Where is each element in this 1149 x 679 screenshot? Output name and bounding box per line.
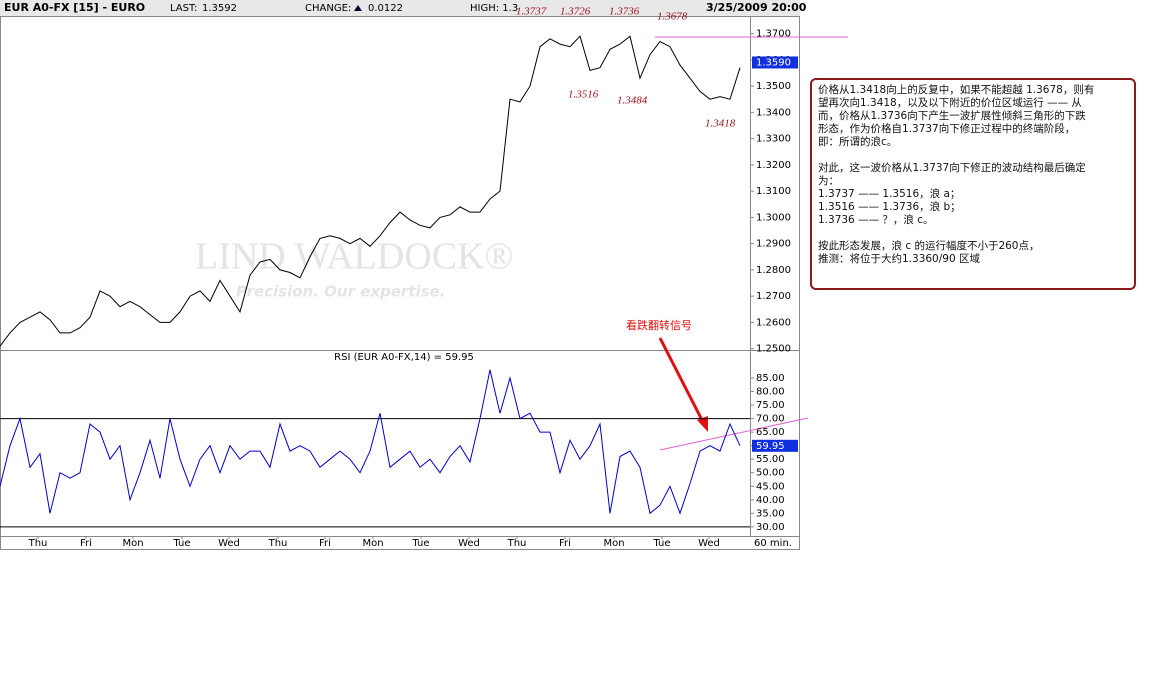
note-line: 对此，这一波价格从1.3737向下修正的波动结构最后确定 <box>818 162 1086 174</box>
note-line <box>818 227 1128 240</box>
signal-arrow <box>658 337 705 423</box>
up-arrow <box>354 5 362 11</box>
date: 3/25/2009 20:00 <box>706 1 807 14</box>
price-annotation: 1.3736 <box>609 6 640 18</box>
y-tick-label: 1.3700 <box>756 29 791 40</box>
note-line: 为： <box>818 175 839 187</box>
x-unit: 60 min. <box>754 538 792 549</box>
y-tick-label: 1.2700 <box>756 291 791 302</box>
x-tick-label: Mon <box>603 538 624 549</box>
note-line: 而，价格从1.3736向下产生一波扩展性倾斜三角形的下跌 <box>818 110 1086 122</box>
x-tick-label: Tue <box>652 538 670 549</box>
y-tick-label: 1.3500 <box>756 81 791 92</box>
x-tick-label: Thu <box>28 538 48 549</box>
series-line <box>0 35 741 347</box>
note-line: 1.3736 —— ？，浪 c。 <box>818 214 934 226</box>
y-tick-label: 1.3200 <box>756 160 791 171</box>
price-annotation: 1.3737 <box>516 6 547 18</box>
x-tick-label: Tue <box>411 538 429 549</box>
last-value-label: 59.95 <box>756 441 785 452</box>
note-line: 形态，作为价格自1.3737向下修正过程中的终端阶段， <box>818 123 1076 135</box>
note-box: 价格从1.3418向上的反复中，如果不能超越 1.3678，则有 望再次向1.34… <box>810 78 1136 290</box>
last: 1.3592 <box>202 3 237 14</box>
high-label: HIGH: 1.3 <box>470 3 518 14</box>
note-line <box>818 149 1128 162</box>
y-tick-label: 55.00 <box>756 454 785 465</box>
last-value-box <box>752 56 798 69</box>
rsi-title: RSI (EUR A0-FX,14) = 59.95 <box>334 352 474 363</box>
price-annotation: 1.3678 <box>657 11 688 23</box>
x-tick-label: Fri <box>80 538 92 549</box>
x-tick-label: Wed <box>458 538 480 549</box>
watermark-sub: Precision. Our expertise. <box>236 283 445 301</box>
x-tick-label: Wed <box>218 538 240 549</box>
note-line: 1.3737 —— 1.3516，浪 a； <box>818 188 961 200</box>
y-tick-label: 1.3100 <box>756 186 791 197</box>
y-tick-label: 45.00 <box>756 481 785 492</box>
note-line: 1.3516 —— 1.3736，浪 b； <box>818 201 961 213</box>
y-tick-label: 1.2800 <box>756 265 791 276</box>
y-tick-label: 40.00 <box>756 495 785 506</box>
last-value-label: 1.3590 <box>756 57 791 68</box>
y-tick-label: 85.00 <box>756 373 785 384</box>
x-tick-label: Thu <box>507 538 527 549</box>
y-tick-label: 50.00 <box>756 468 785 479</box>
x-tick-label: Fri <box>319 538 331 549</box>
x-tick-label: Thu <box>268 538 288 549</box>
x-tick-label: Fri <box>559 538 571 549</box>
title: EUR A0-FX [15] - EURO <box>4 1 145 14</box>
y-tick-label: 1.2900 <box>756 239 791 250</box>
header-bar <box>0 0 800 16</box>
y-tick-label: 65.00 <box>756 427 785 438</box>
note-line: 望再次向1.3418，以及以下附近的价位区域运行 —— 从 <box>818 97 1082 109</box>
last-value-box <box>752 439 798 452</box>
note-line: 推测：将位于大约1.3360/90 区域 <box>818 253 980 265</box>
y-tick-label: 1.3400 <box>756 107 791 118</box>
x-tick-label: Tue <box>172 538 190 549</box>
note-line: 按此形态发展，浪 c 的运行幅度不小于260点， <box>818 240 1040 252</box>
note-line: 即：所谓的浪c。 <box>818 136 898 148</box>
y-tick-label: 1.2600 <box>756 317 791 328</box>
change-label: CHANGE: <box>305 3 351 14</box>
y-tick-label: 1.2500 <box>756 344 791 355</box>
y-tick-label: 30.00 <box>756 522 785 533</box>
y-tick-label: 1.3300 <box>756 134 791 145</box>
signal-label: 看跌翻转信号 <box>626 318 692 332</box>
price-annotation: 1.3484 <box>617 95 648 107</box>
note-line: 价格从1.3418向上的反复中，如果不能超越 1.3678，则有 <box>818 84 1095 96</box>
last-label: LAST: <box>170 3 197 14</box>
price-annotation: 1.3726 <box>560 6 591 18</box>
watermark: LIND WALDOCK® <box>195 236 513 278</box>
x-tick-label: Mon <box>362 538 383 549</box>
y-tick-label: 80.00 <box>756 387 785 398</box>
signal-arrowhead <box>697 416 708 432</box>
x-tick-label: Mon <box>122 538 143 549</box>
y-tick-label: 70.00 <box>756 414 785 425</box>
price-annotation: 1.3516 <box>568 89 599 101</box>
change: 0.0122 <box>368 3 403 14</box>
price-annotation: 1.3418 <box>705 118 736 130</box>
rsi-trendline <box>659 417 809 451</box>
y-tick-label: 1.3000 <box>756 212 791 223</box>
y-tick-label: 35.00 <box>756 508 785 519</box>
x-tick-label: Wed <box>698 538 720 549</box>
y-tick-label: 75.00 <box>756 400 785 411</box>
frame <box>0 16 800 550</box>
series-line <box>0 369 741 515</box>
